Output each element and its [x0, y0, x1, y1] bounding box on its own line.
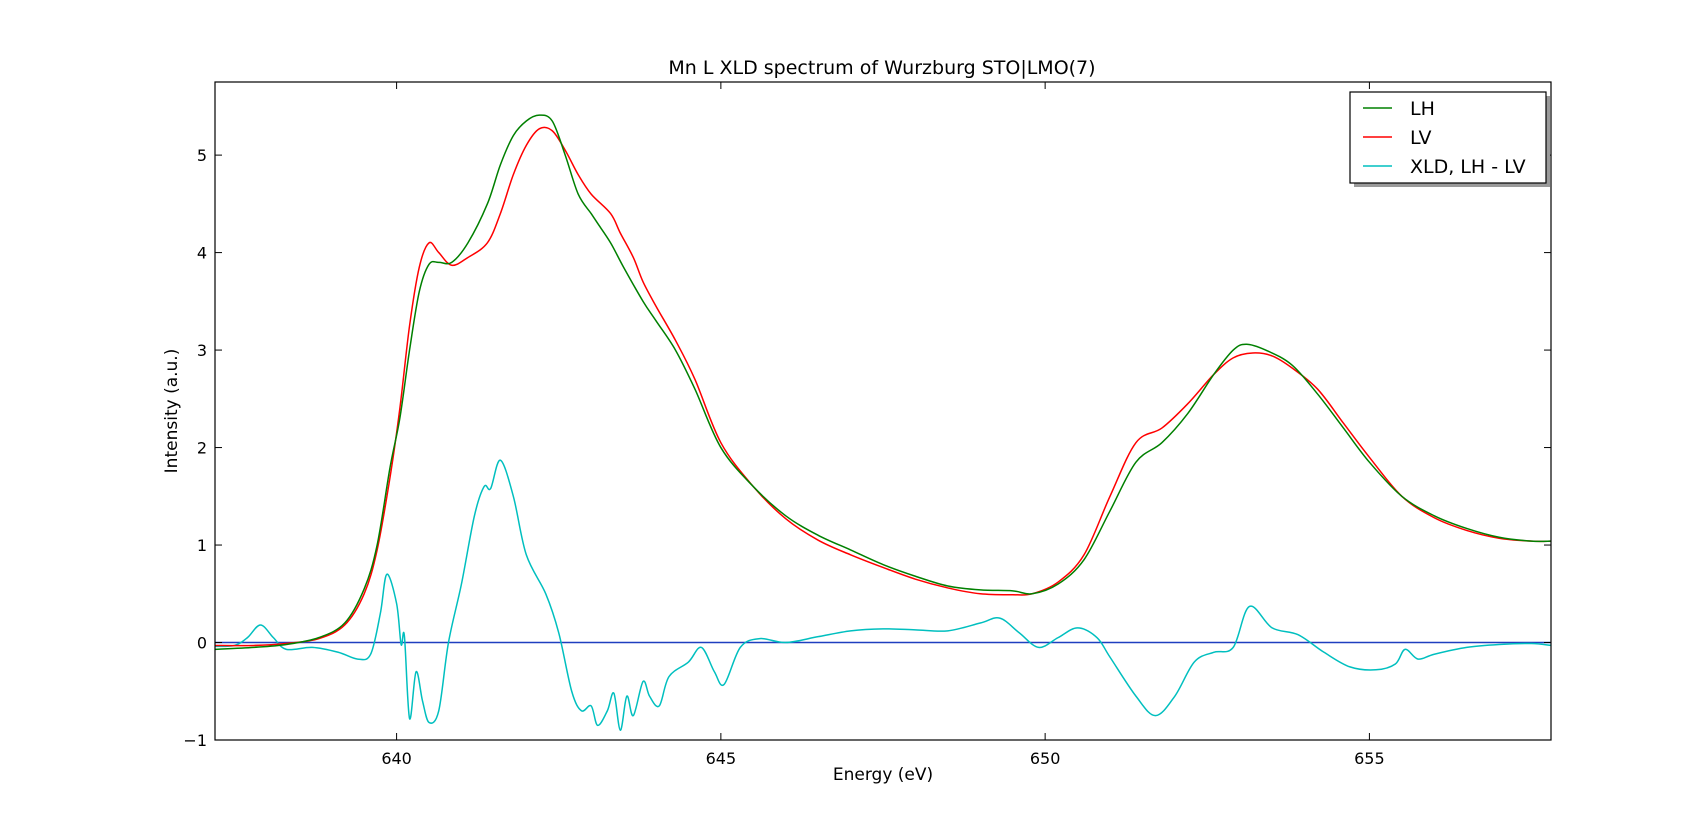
y-tick-label: 2 [197, 439, 207, 458]
y-axis-label: Intensity (a.u.) [162, 349, 182, 474]
legend-label-lh: LH [1410, 98, 1435, 120]
chart-title: Mn L XLD spectrum of Wurzburg STO|LMO(7) [668, 57, 1095, 79]
y-tick-label: 5 [197, 146, 207, 165]
y-tick-label: 4 [197, 244, 207, 263]
y-tick-label: −1 [183, 731, 207, 750]
x-tick-label: 650 [1030, 749, 1061, 768]
x-tick-label: 645 [706, 749, 737, 768]
x-tick-label: 655 [1354, 749, 1385, 768]
x-axis-label: Energy (eV) [833, 765, 933, 785]
legend-label-xld-lh-lv: XLD, LH - LV [1410, 156, 1526, 178]
legend-box [1349, 91, 1547, 184]
plot-area-frame [214, 81, 1552, 741]
series-line-lh [215, 114, 1551, 651]
series-line-xld-lh-lv [215, 459, 1551, 732]
legend: LH LV XLD, LH - LV [1349, 91, 1550, 187]
series-line-lv [215, 126, 1551, 647]
y-tick-label: 0 [197, 634, 207, 653]
x-tick-label: 640 [381, 749, 412, 768]
legend-label-lv: LV [1410, 127, 1432, 149]
y-tick-label: 1 [197, 536, 207, 555]
y-tick-label: 3 [197, 341, 207, 360]
